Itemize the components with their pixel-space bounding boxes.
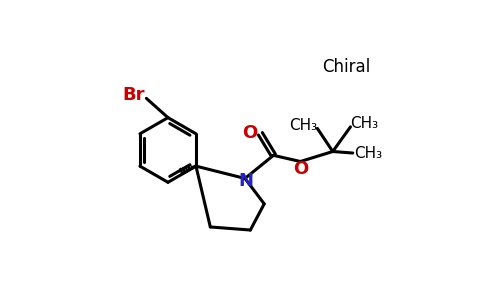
Text: CH₃: CH₃ [289, 118, 318, 133]
Text: Chiral: Chiral [322, 58, 371, 76]
Text: Br: Br [123, 86, 145, 104]
Text: O: O [242, 124, 257, 142]
Text: CH₃: CH₃ [354, 146, 382, 161]
Text: CH₃: CH₃ [350, 116, 378, 131]
Text: N: N [238, 172, 253, 190]
Text: O: O [294, 160, 309, 178]
